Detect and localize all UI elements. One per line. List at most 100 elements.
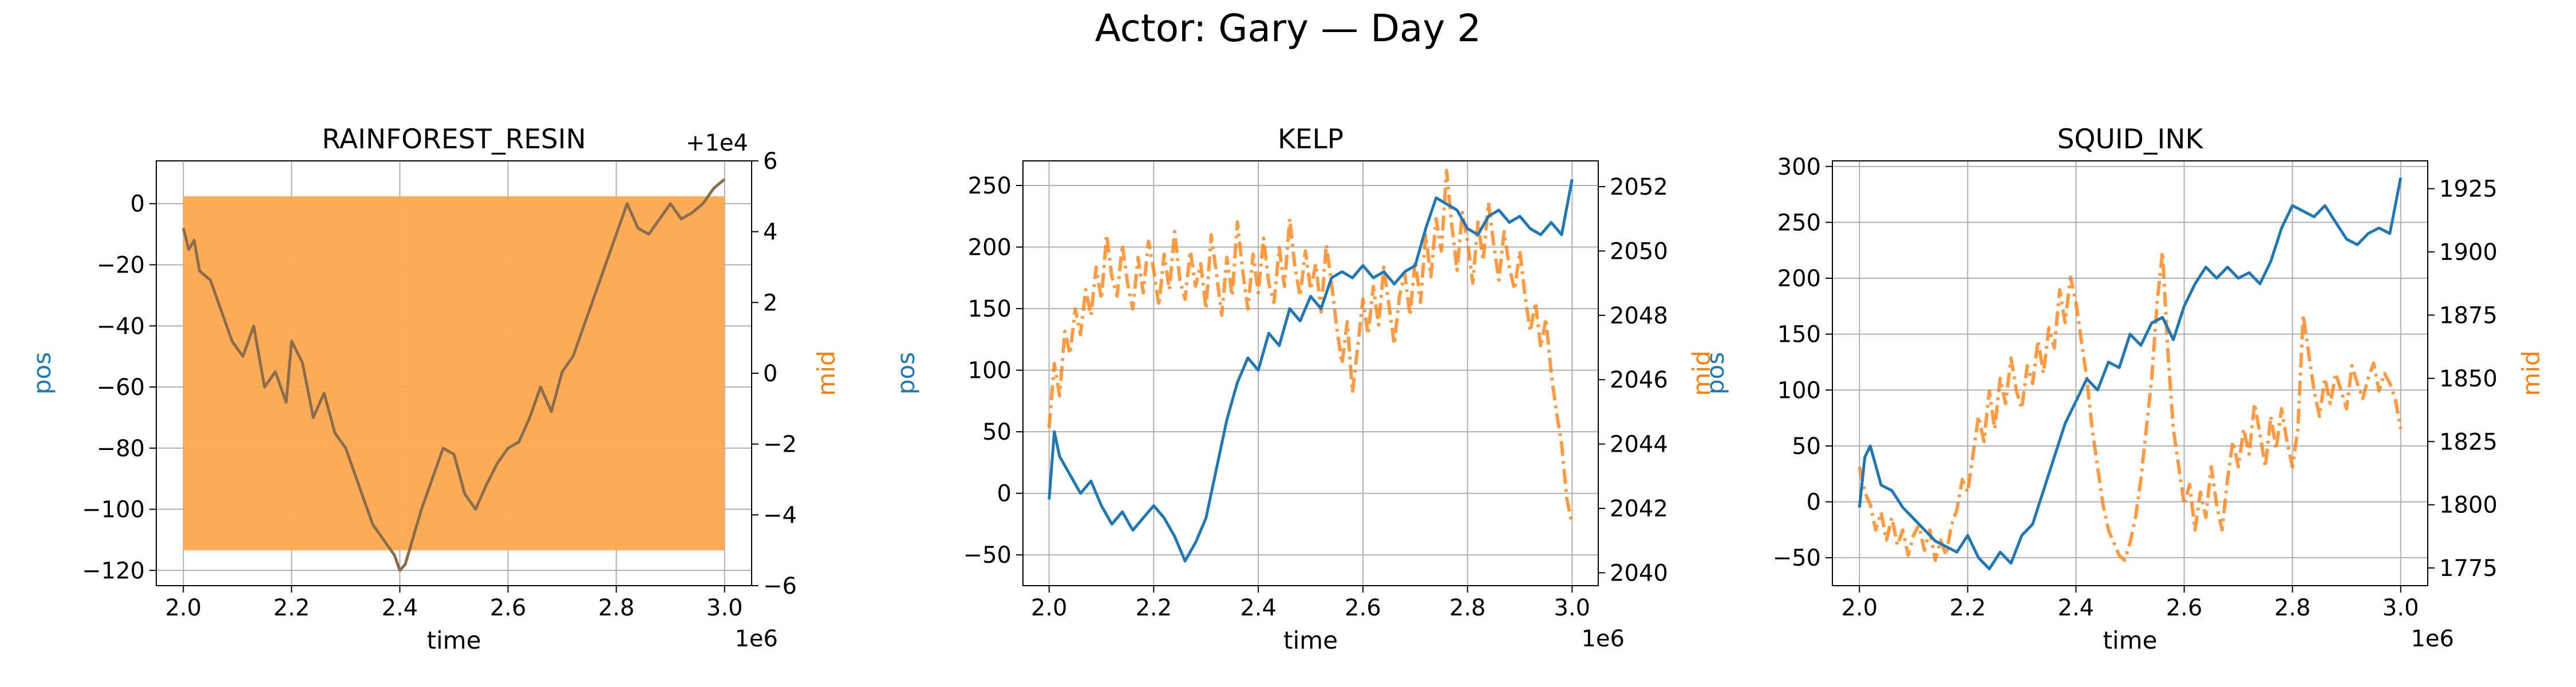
y-tick-label-left: 150 bbox=[968, 296, 1012, 322]
y-tick-label-right: −2 bbox=[763, 432, 797, 458]
y-tick-label-left: 200 bbox=[968, 235, 1012, 261]
y-tick-label-left: −40 bbox=[97, 313, 145, 339]
y2-offset-label: +1e4 bbox=[686, 130, 748, 156]
x-ticks: 2.0 2.2 2.4 2.6 2.8 3.0 bbox=[1031, 586, 1590, 621]
series-pos-line bbox=[1858, 177, 2403, 571]
y-axis-label-left: pos bbox=[28, 352, 56, 394]
panel-rainforest-resin: 2.0 2.2 2.4 2.6 2.8 3.0 0 −20 −40 −6 0 −80 −100 −120… bbox=[28, 124, 840, 654]
x-tick-label: 2.4 bbox=[382, 595, 418, 621]
y-tick-label-left: 200 bbox=[1777, 266, 1821, 292]
plot-frame bbox=[1832, 160, 2428, 586]
panel-squid-ink: 2.0 2.2 2.4 2.6 2.8 3.0 300 250 200 150 100 50 0 −50… bbox=[1701, 124, 2545, 654]
x-tick-label: 2.8 bbox=[1449, 595, 1486, 621]
y-tick-label-left: −80 bbox=[97, 436, 145, 462]
series-pos-line bbox=[1048, 179, 1574, 563]
x-tick-label: 3.0 bbox=[1554, 595, 1591, 621]
pos-series bbox=[1858, 177, 2403, 571]
y-axis-label-right: mid bbox=[1688, 350, 1716, 396]
y-tick-label-left: 50 bbox=[1792, 433, 1821, 460]
y-tick-label-left: −20 bbox=[97, 252, 145, 278]
y-tick-label-left: 0 bbox=[997, 481, 1012, 507]
x-tick-label: 2.4 bbox=[1240, 595, 1277, 621]
x-tick-label: 2.6 bbox=[2166, 595, 2203, 621]
y-axis-label-left: pos bbox=[1701, 352, 1729, 394]
y-ticks-left: 0 −20 −40 −60 −80 −100 −120 bbox=[82, 191, 156, 584]
series-mid-line bbox=[1047, 168, 1574, 525]
y-tick-label-right: 1825 bbox=[2439, 429, 2498, 455]
x-tick-label: 2.6 bbox=[1345, 595, 1381, 621]
x-ticks: 2.0 2.2 2.4 2.6 2.8 3.0 bbox=[1841, 586, 2419, 621]
y-axis-label-right: mid bbox=[812, 350, 840, 396]
y-tick-label-right: 4 bbox=[763, 219, 777, 246]
x-tick-label: 2.2 bbox=[1950, 595, 1986, 621]
y-ticks-right: 2052 2050 2048 2046 2044 2042 2040 bbox=[1598, 174, 1668, 587]
x-tick-label: 2.2 bbox=[1136, 595, 1172, 621]
panel-title: SQUID_INK bbox=[2057, 124, 2204, 155]
y-tick-label-left: 100 bbox=[1777, 377, 1821, 404]
y-tick-label-left: −50 bbox=[1773, 545, 1821, 571]
y-tick-label-right: 1900 bbox=[2439, 239, 2498, 266]
x-tick-label: 3.0 bbox=[706, 595, 743, 621]
y-tick-label-right: 1775 bbox=[2439, 555, 2498, 582]
y-tick-label-left: −120 bbox=[82, 558, 145, 584]
y-tick-label-left: 50 bbox=[982, 419, 1012, 445]
y-tick-label-right: 1850 bbox=[2439, 366, 2498, 392]
y-tick-label-left: −100 bbox=[82, 497, 145, 523]
y-tick-label-right: −6 bbox=[763, 573, 797, 599]
y-tick-label-right: 2048 bbox=[1610, 303, 1668, 329]
grid bbox=[1023, 161, 1598, 586]
x-tick-label: 2.8 bbox=[2274, 595, 2311, 621]
pos-series bbox=[1048, 179, 1574, 563]
y-tick-label-right: 2052 bbox=[1610, 174, 1668, 200]
y-tick-label-left: 0 bbox=[131, 191, 145, 218]
x-offset-label: 1e6 bbox=[734, 626, 778, 652]
y-ticks-right: 1925 1900 1875 1850 1825 1800 1775 bbox=[2428, 176, 2498, 582]
y-tick-label-left: 150 bbox=[1777, 322, 1821, 348]
x-tick-label: 2.4 bbox=[2058, 595, 2095, 621]
y-tick-label-left: 250 bbox=[1777, 210, 1821, 236]
y-tick-label-right: 1875 bbox=[2439, 302, 2498, 329]
y-ticks-left: 250 200 150 100 50 0 −50 bbox=[963, 173, 1023, 568]
x-tick-label: 2.8 bbox=[598, 595, 635, 621]
y-tick-label-right: 1800 bbox=[2439, 492, 2498, 519]
y-tick-label-left: 0 bbox=[1807, 489, 1821, 516]
x-tick-label: 2.2 bbox=[274, 595, 310, 621]
series-mid-line bbox=[1858, 250, 2403, 562]
x-tick-label: 2.0 bbox=[1841, 595, 1878, 621]
y-tick-label-right: −4 bbox=[763, 502, 797, 528]
x-axis-label: time bbox=[427, 626, 481, 654]
x-tick-label: 2.6 bbox=[490, 595, 527, 621]
y-tick-label-right: 1925 bbox=[2439, 176, 2498, 203]
figure-title: Actor: Gary — Day 2 bbox=[1095, 6, 1481, 50]
y-tick-label-left: 100 bbox=[968, 358, 1012, 384]
y-axis-label-right: mid bbox=[2517, 350, 2545, 396]
x-axis-label: time bbox=[1283, 626, 1338, 654]
series-pos-line bbox=[181, 178, 726, 572]
y-tick-label-right: 2050 bbox=[1610, 238, 1668, 264]
y-tick-label-right: 2040 bbox=[1610, 560, 1668, 587]
x-tick-label: 3.0 bbox=[2383, 595, 2419, 621]
y-tick-label-left: 300 bbox=[1777, 154, 1821, 180]
panel-title: RAINFOREST_RESIN bbox=[322, 124, 586, 155]
panel-title: KELP bbox=[1278, 124, 1344, 155]
x-tick-label: 2.0 bbox=[1031, 595, 1068, 621]
y-tick-label-right: 2044 bbox=[1610, 432, 1668, 458]
y-tick-label-right: 2046 bbox=[1610, 367, 1668, 393]
y-axis-label-left: pos bbox=[892, 352, 920, 394]
y-tick-label-left: −50 bbox=[963, 542, 1012, 568]
x-axis-label: time bbox=[2103, 626, 2158, 654]
x-tick-label: 2.0 bbox=[165, 595, 202, 621]
mid-series bbox=[1858, 250, 2403, 562]
x-offset-label: 1e6 bbox=[1581, 626, 1625, 652]
y-tick-label-right: 6 bbox=[763, 148, 777, 175]
y-tick-label-right: 2042 bbox=[1610, 496, 1668, 522]
y-tick-label-right: 2 bbox=[763, 290, 777, 316]
pos-series bbox=[181, 178, 726, 572]
plot-frame bbox=[1022, 160, 1599, 586]
panel-kelp: 2.0 2.2 2.4 2.6 2.8 3.0 250 200 150 100 50 0 −50 20… bbox=[892, 124, 1716, 654]
mid-band bbox=[183, 196, 725, 551]
y-tick-label-left: 250 bbox=[968, 173, 1012, 199]
y-tick-label-right: 0 bbox=[763, 361, 777, 387]
y-ticks-right: 6 4 2 0 −2 −4 −6 bbox=[752, 148, 797, 599]
